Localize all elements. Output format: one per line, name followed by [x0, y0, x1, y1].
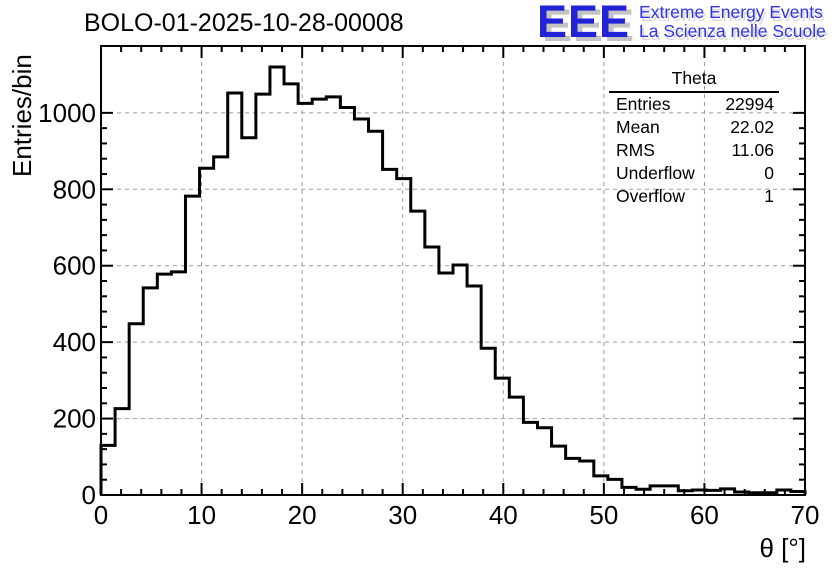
- stats-box: Theta Entries 22994 Mean 22.02 RMS 11.06 Under…: [609, 60, 779, 208]
- stats-label: Mean: [616, 117, 660, 137]
- x-tick-label: 40: [489, 500, 518, 530]
- x-tick-label: 20: [288, 500, 317, 530]
- x-axis-title: θ [°]: [759, 533, 806, 563]
- stats-row: Underflow 0: [609, 162, 779, 185]
- eee-logo-captions: Extreme Energy Events La Scienza nelle S…: [639, 3, 826, 41]
- stats-row: Overflow 1: [609, 185, 779, 208]
- stats-label: RMS: [616, 140, 655, 160]
- x-tick-label: 0: [94, 500, 108, 530]
- stats-value: 11.06: [731, 140, 775, 160]
- stats-value: 0: [764, 163, 774, 183]
- stats-box-title: Theta: [609, 60, 779, 93]
- stats-rows: Entries 22994 Mean 22.02 RMS 11.06 Underflow 0 O…: [609, 93, 779, 208]
- x-tick-label: 50: [589, 500, 618, 530]
- stats-value: 1: [764, 186, 774, 206]
- eee-logo-caption-line1: Extreme Energy Events: [639, 2, 823, 22]
- x-tick-label: 30: [388, 500, 417, 530]
- stats-label: Underflow: [616, 163, 695, 183]
- plot-frame: [100, 45, 806, 496]
- stats-row: Entries 22994: [609, 93, 779, 116]
- stats-label: Entries: [616, 94, 671, 114]
- x-tick-label: 10: [187, 500, 216, 530]
- x-tick-label: 60: [690, 500, 719, 530]
- eee-logo-caption-line2: La Scienza nelle Scuole: [639, 21, 826, 41]
- eee-logo: EEE Extreme Energy Events La Scienza nel…: [537, 0, 826, 47]
- y-tick-label: 800: [53, 174, 96, 204]
- stats-row: Mean 22.02: [609, 116, 779, 139]
- y-tick-label: 1000: [38, 98, 96, 128]
- page-title: BOLO-01-2025-10-28-00008: [84, 9, 404, 37]
- y-axis-title: Entries/bin: [7, 54, 37, 177]
- y-tick-label: 200: [53, 404, 96, 434]
- y-tick-label: 600: [53, 251, 96, 281]
- x-tick-label: 70: [791, 500, 820, 530]
- stats-value: 22.02: [730, 117, 774, 137]
- stats-value: 22994: [725, 94, 774, 114]
- histogram-line: [99, 65, 807, 495]
- y-tick-label: 0: [82, 480, 96, 510]
- y-tick-label: 400: [53, 327, 96, 357]
- eee-logo-acronym: EEE: [537, 0, 631, 47]
- stats-label: Overflow: [616, 186, 686, 206]
- stats-row: RMS 11.06: [609, 139, 779, 162]
